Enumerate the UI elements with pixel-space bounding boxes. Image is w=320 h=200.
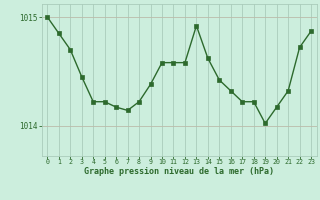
X-axis label: Graphe pression niveau de la mer (hPa): Graphe pression niveau de la mer (hPa): [84, 167, 274, 176]
